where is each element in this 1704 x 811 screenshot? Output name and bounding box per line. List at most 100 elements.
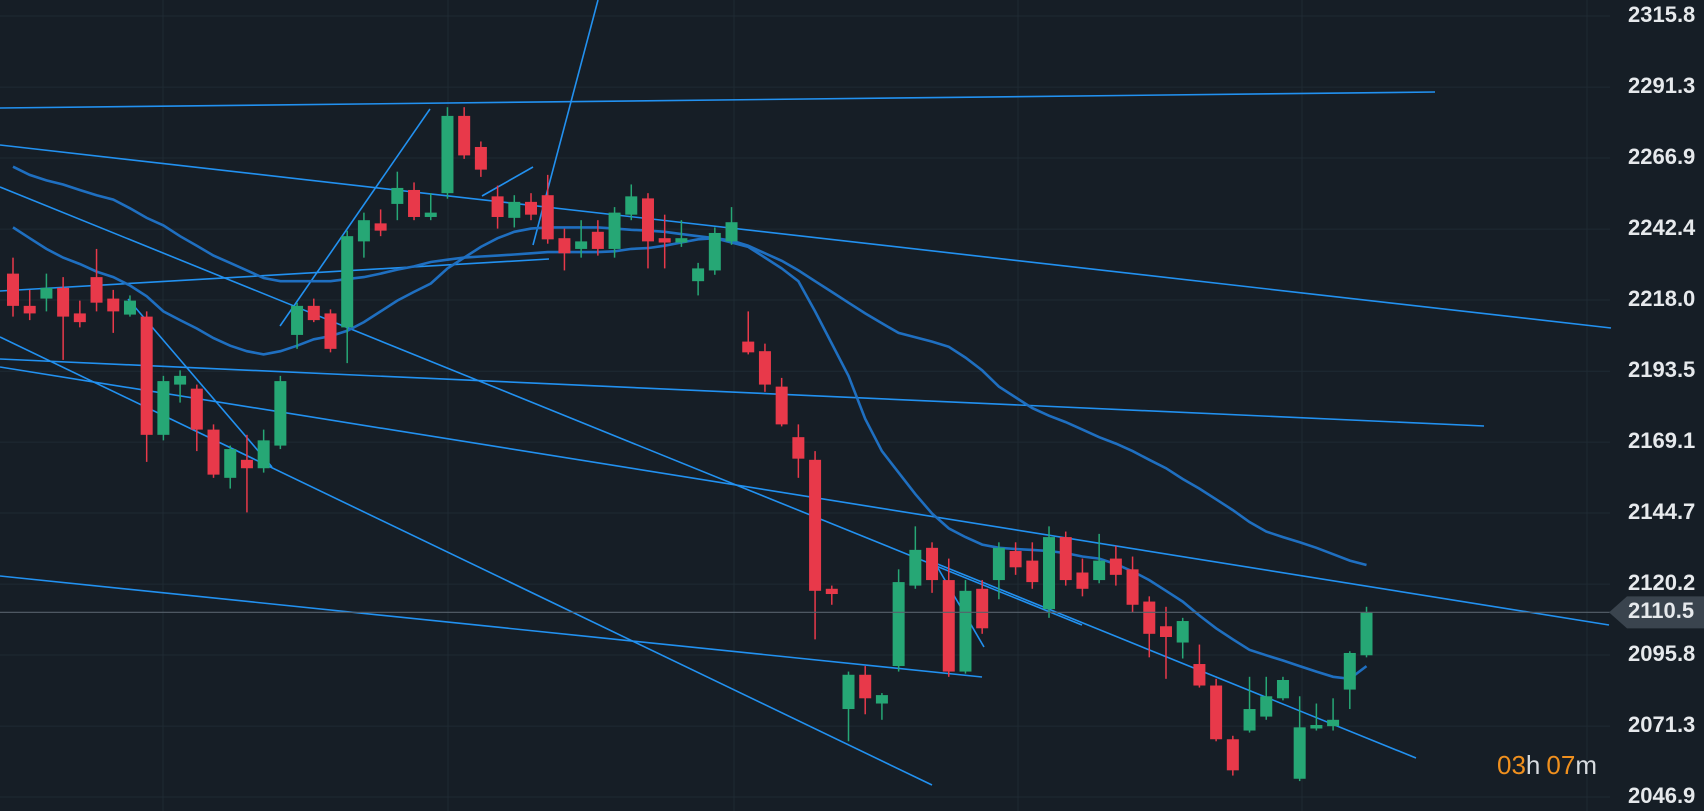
candle-body — [959, 590, 972, 672]
trend-line — [0, 186, 1083, 626]
trend-lines — [0, 0, 1612, 786]
countdown: 03h 07m — [1497, 750, 1597, 780]
candle-body — [1043, 537, 1056, 610]
candle-body — [357, 220, 370, 242]
candle-body — [408, 189, 421, 217]
candle-body — [591, 231, 604, 249]
candle-body — [1276, 679, 1289, 699]
trend-line — [481, 166, 534, 197]
candle-body — [641, 198, 654, 242]
candle-body — [40, 287, 53, 299]
candle-body — [240, 459, 253, 469]
y-tick-label: 2120.2 — [1628, 570, 1695, 595]
countdown-hours-unit: h — [1526, 750, 1540, 780]
candle-body — [1193, 664, 1206, 686]
candle-body — [1343, 652, 1356, 690]
candle-body — [1260, 696, 1273, 717]
trend-line — [0, 358, 1485, 427]
candle-body — [658, 238, 671, 243]
candle-body — [809, 459, 822, 591]
candle-body — [875, 695, 888, 704]
candle-body — [909, 549, 922, 586]
moving-average — [12, 165, 1367, 567]
candle-body — [541, 195, 554, 240]
y-tick-label: 2193.5 — [1628, 357, 1695, 382]
countdown-hours: 03 — [1497, 750, 1526, 780]
candle-body — [575, 241, 588, 249]
candle-body — [174, 375, 187, 385]
y-tick-label: 2218.0 — [1628, 286, 1695, 311]
candle-body — [692, 268, 705, 282]
candle-body — [123, 300, 136, 315]
candle-body — [1243, 709, 1256, 731]
candle-body — [1159, 626, 1172, 638]
candle-body — [107, 298, 120, 312]
trend-line — [0, 336, 933, 786]
candle-body — [90, 277, 103, 303]
candle-body — [23, 305, 36, 314]
last-price-tag — [1609, 596, 1704, 629]
candle-body — [57, 287, 70, 317]
candle-body — [424, 212, 437, 217]
y-tick-label: 2144.7 — [1628, 499, 1695, 524]
candle-body — [558, 238, 571, 254]
candle-body — [625, 196, 638, 215]
candle-body — [608, 212, 621, 249]
y-tick-label: 2242.4 — [1628, 215, 1696, 240]
candle-body — [1210, 685, 1223, 740]
candle-body — [976, 588, 989, 629]
candle-body — [1126, 569, 1139, 605]
candle-body — [1093, 560, 1106, 581]
candle-body — [341, 236, 354, 328]
moving-averages — [12, 165, 1368, 681]
candle-body — [441, 115, 454, 194]
candle-body — [1327, 719, 1340, 727]
candle-body — [207, 429, 220, 475]
candle-body — [1176, 621, 1189, 643]
candle-body — [859, 674, 872, 699]
trend-line — [0, 366, 1610, 626]
trend-line — [0, 144, 1612, 329]
y-tick-label: 2315.8 — [1628, 2, 1695, 27]
candle-body — [391, 187, 404, 204]
y-tick-label: 2169.1 — [1628, 428, 1695, 453]
candle-body — [1293, 727, 1306, 779]
countdown-minutes: 07 — [1546, 750, 1575, 780]
y-tick-label: 2046.9 — [1628, 783, 1695, 808]
candle-body — [458, 115, 471, 156]
candles — [7, 107, 1373, 782]
candle-body — [291, 305, 304, 335]
candle-body — [140, 316, 153, 435]
candle-body — [274, 381, 287, 446]
candle-body — [7, 273, 19, 306]
candle-body — [73, 313, 86, 323]
moving-average — [12, 226, 1368, 681]
candle-body — [374, 223, 387, 231]
trend-line — [0, 575, 983, 678]
candle-body — [792, 437, 805, 459]
candle-body — [842, 674, 855, 710]
candle-body — [742, 341, 755, 353]
candle-body — [157, 381, 170, 435]
candle-body — [525, 201, 538, 215]
y-tick-label: 2291.3 — [1628, 73, 1695, 98]
candle-body — [1143, 601, 1156, 634]
candle-body — [324, 313, 337, 349]
countdown-minutes-unit: m — [1575, 750, 1597, 780]
y-tick-label: 2095.8 — [1628, 641, 1695, 666]
candle-body — [1310, 725, 1323, 729]
candle-body — [675, 238, 688, 243]
candle-body — [1009, 551, 1022, 568]
candle-body — [892, 582, 905, 667]
candle-body — [190, 388, 203, 430]
candle-body — [708, 232, 721, 271]
candle-body — [725, 222, 738, 242]
candle-body — [758, 351, 771, 385]
candle-body — [1360, 612, 1373, 656]
candle-body — [224, 449, 237, 478]
trend-line — [279, 108, 431, 327]
candle-body — [992, 547, 1005, 581]
candle-body — [1026, 560, 1039, 583]
candle-body — [491, 196, 504, 217]
